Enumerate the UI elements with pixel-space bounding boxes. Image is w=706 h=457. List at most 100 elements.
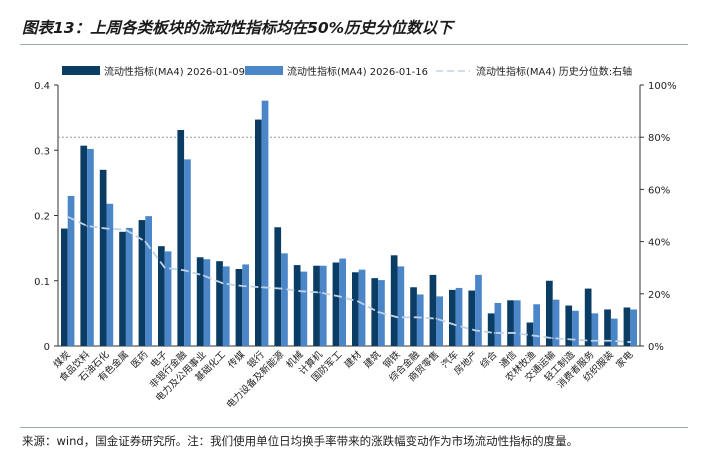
right-tick-label: 0%	[648, 342, 664, 353]
bar-s2-8	[222, 266, 230, 346]
percentile-point-6	[183, 269, 185, 272]
percentile-point-0	[66, 216, 69, 218]
bar-s2-17	[397, 266, 405, 346]
bar-s2-24	[533, 304, 540, 346]
legend-label-series3: 流动性指标(MA4) 历史分位数:右轴	[476, 65, 632, 78]
bar-s1-15	[352, 272, 359, 346]
bar-s1-5	[158, 246, 165, 346]
bar-s2-2	[106, 203, 114, 346]
bar-s1-29	[623, 307, 631, 346]
percentile-point-4	[144, 240, 147, 243]
bar-s2-13	[319, 265, 327, 346]
bar-s2-19	[436, 296, 443, 346]
bar-s2-3	[125, 227, 133, 346]
bar-s2-21	[475, 274, 482, 346]
bar-s1-0	[61, 228, 68, 346]
bar-s2-25	[552, 299, 560, 346]
bar-s1-27	[584, 288, 592, 346]
percentile-point-11	[280, 287, 282, 290]
bar-s1-7	[196, 257, 204, 346]
chart-title: 图表13：上周各类板块的流动性指标均在50%历史分位数以下	[22, 19, 453, 37]
percentile-point-14	[338, 295, 341, 298]
left-tick-label: 0.2	[34, 212, 50, 223]
percentile-point-10	[260, 286, 263, 289]
bar-s1-18	[410, 287, 417, 346]
bar-s1-24	[526, 322, 534, 346]
percentile-point-29	[629, 341, 632, 343]
source-note: 来源：wind，国金证券研究所。注：我们使用单位日均换手率带来的涨跌幅变动作为市…	[22, 434, 579, 448]
percentile-point-5	[163, 266, 166, 269]
percentile-point-23	[513, 332, 515, 334]
bar-s1-23	[507, 300, 514, 346]
bar-s1-6	[177, 130, 185, 346]
bar-s1-8	[216, 261, 223, 346]
bar-s1-22	[487, 313, 495, 347]
source-divider	[20, 427, 688, 428]
category-label-4: 医药	[129, 349, 150, 370]
percentile-point-16	[377, 311, 379, 313]
percentile-point-24	[532, 334, 535, 337]
percentile-point-1	[86, 225, 88, 227]
legend-label-series2: 流动性指标(MA4) 2026-01-16	[287, 65, 428, 78]
bar-s1-20	[449, 289, 456, 346]
bar-s1-1	[80, 145, 88, 346]
percentile-point-22	[493, 332, 496, 334]
bar-s1-3	[119, 231, 126, 346]
percentile-point-7	[202, 274, 205, 277]
left-tick-label: 0	[44, 342, 50, 353]
bar-s1-16	[371, 278, 379, 346]
category-label-22: 综合	[478, 348, 500, 370]
right-tick-label: 80%	[648, 133, 670, 144]
bar-s2-28	[610, 318, 618, 346]
right-tick-label: 60%	[648, 185, 670, 196]
bar-s2-12	[300, 271, 308, 346]
right-tick-label: 40%	[648, 238, 670, 249]
percentile-point-15	[357, 300, 360, 303]
left-tick-label: 0.3	[34, 146, 50, 157]
bar-s2-9	[242, 264, 249, 346]
percentile-point-27	[590, 339, 593, 342]
liquidity-chart: 流动性指标(MA4) 2026-01-09 流动性指标(MA4) 2026-01…	[34, 65, 677, 411]
percentile-point-18	[416, 316, 418, 319]
bar-s2-15	[358, 269, 366, 346]
category-label-9: 传媒	[225, 348, 247, 370]
bar-s2-10	[261, 100, 269, 346]
right-tick-label: 100%	[648, 81, 677, 92]
percentile-point-3	[125, 229, 127, 231]
percentile-point-8	[222, 282, 224, 285]
bar-s1-13	[313, 265, 320, 346]
bar-s1-4	[138, 220, 146, 346]
bar-s2-0	[67, 195, 75, 346]
percentile-point-12	[299, 290, 302, 292]
bar-s1-26	[565, 305, 573, 346]
bar-s1-25	[546, 280, 553, 346]
bar-s1-14	[332, 262, 340, 346]
legend-swatch-series1	[62, 66, 100, 75]
right-tick-label: 20%	[648, 290, 670, 301]
percentile-point-20	[454, 324, 457, 326]
left-tick-label: 0.4	[34, 81, 50, 92]
bar-s2-6	[184, 159, 191, 346]
legend: 流动性指标(MA4) 2026-01-09 流动性指标(MA4) 2026-01…	[62, 65, 632, 78]
left-tick-label: 0.1	[34, 277, 50, 288]
bar-s2-1	[87, 148, 94, 346]
bar-s2-7	[203, 259, 211, 346]
bar-s2-26	[572, 310, 579, 346]
percentile-point-13	[319, 291, 321, 294]
bar-s2-11	[281, 253, 288, 346]
legend-swatch-series2	[245, 66, 283, 75]
bar-s2-4	[145, 216, 152, 346]
bar-s1-2	[99, 169, 107, 346]
bar-s2-27	[591, 313, 599, 347]
percentile-point-26	[571, 338, 573, 341]
bar-s2-14	[339, 258, 346, 346]
bar-s2-29	[630, 309, 637, 346]
bar-s1-21	[468, 290, 476, 346]
bar-s2-5	[164, 251, 172, 346]
bar-s1-17	[390, 255, 398, 346]
percentile-point-28	[610, 339, 612, 342]
percentile-point-9	[241, 285, 244, 287]
bar-s2-20	[455, 287, 463, 346]
legend-label-series1: 流动性指标(MA4) 2026-01-09	[104, 65, 245, 78]
percentile-point-19	[435, 317, 438, 320]
